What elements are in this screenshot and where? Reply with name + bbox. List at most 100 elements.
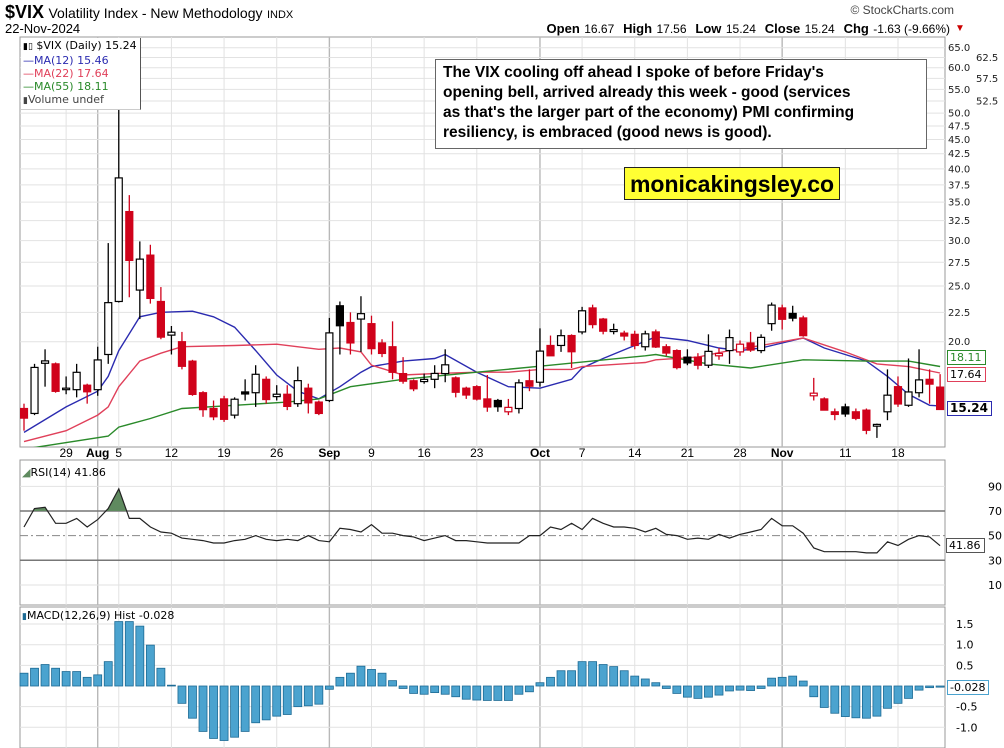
candlestick — [767, 302, 776, 331]
candle-body — [620, 332, 629, 337]
price-axis-label: 25.0 — [948, 282, 970, 293]
macd-histogram-bar — [598, 664, 608, 687]
candlestick — [693, 353, 703, 370]
macd-histogram-bar — [124, 621, 134, 687]
candlestick — [714, 348, 724, 360]
macd-histogram-bar — [830, 685, 840, 714]
x-tick-label: 21 — [681, 446, 695, 460]
candlestick — [799, 315, 808, 337]
candlestick — [472, 385, 481, 401]
candle-body — [325, 332, 334, 402]
macd-histogram-bar — [883, 685, 892, 709]
price-axis-label: 57.5 — [976, 74, 998, 85]
macd-histogram-bar — [546, 676, 555, 687]
candlestick — [146, 244, 155, 304]
x-tick-label: Nov — [771, 446, 794, 460]
candle-body — [862, 409, 871, 431]
candle-body — [756, 336, 766, 352]
x-tick-label: 5 — [115, 446, 122, 460]
candle-body — [451, 377, 460, 393]
candle-body — [230, 398, 239, 416]
candlestick — [672, 349, 681, 370]
candle-body — [672, 349, 681, 369]
candle-body — [872, 423, 882, 427]
price-axis-label: 27.5 — [948, 258, 970, 269]
legend-volume: ▮Volume undef — [23, 93, 137, 108]
macd-legend: ▮MACD(12,26,9) Hist -0.028 — [22, 609, 174, 624]
rsi-line — [23, 487, 941, 554]
candle-body — [114, 177, 123, 303]
candlestick — [556, 329, 566, 352]
candle-body — [156, 300, 165, 338]
macd-histogram-bar — [335, 676, 345, 687]
macd-histogram-bar — [314, 685, 324, 705]
candlestick — [125, 195, 134, 298]
macd-histogram-bar — [282, 685, 292, 715]
open-label: Open — [546, 21, 580, 36]
candle-body — [40, 360, 50, 364]
candlestick — [167, 325, 176, 355]
down-arrow-icon: ▼ — [955, 23, 965, 34]
macd-histogram-bar — [472, 685, 482, 701]
legend-ma22: —MA(22) 17.64 — [23, 67, 137, 80]
macd-histogram-bar — [219, 685, 229, 741]
macd-histogram-bar — [577, 661, 587, 687]
candle-body — [841, 406, 850, 415]
bar-chart-icon: ▮ — [23, 96, 28, 106]
candlestick — [367, 315, 376, 355]
candlestick — [756, 334, 766, 354]
candlestick — [377, 339, 387, 358]
candle-body — [546, 344, 555, 357]
candlestick — [683, 349, 692, 366]
candlestick — [904, 358, 913, 407]
x-tick-label: 12 — [165, 446, 179, 460]
candle-body — [314, 401, 323, 415]
candlestick — [451, 376, 460, 398]
high-value: 17.56 — [656, 22, 687, 36]
macd-histogram-bar — [198, 685, 208, 732]
candlestick — [725, 329, 734, 364]
macd-histogram-bar — [303, 685, 313, 707]
last-price-tag: 15.24 — [947, 401, 992, 416]
legend-volume-text: Volume undef — [27, 93, 104, 106]
candlestick — [809, 377, 818, 401]
candle-body — [514, 382, 524, 410]
macd-histogram-bar — [514, 685, 524, 695]
price-axis-label: 50.0 — [948, 109, 970, 120]
candlestick — [462, 386, 471, 399]
macd-histogram-bar — [30, 667, 39, 687]
macd-histogram-bar — [356, 665, 366, 687]
candlestick — [188, 359, 197, 396]
macd-histogram-bar — [777, 676, 787, 687]
candlestick — [283, 385, 292, 411]
price-axis-label: 30.0 — [948, 236, 970, 247]
candle-body — [20, 407, 29, 419]
candlestick — [51, 362, 60, 393]
candle-body — [409, 380, 418, 390]
chart-date: 22-Nov-2024 — [5, 21, 81, 36]
candlestick — [293, 366, 302, 407]
price-axis-label: 35.0 — [948, 198, 970, 209]
candle-body — [809, 392, 818, 397]
macd-histogram-bar — [156, 667, 166, 687]
candlestick — [914, 349, 924, 398]
macd-histogram-bar — [619, 670, 629, 687]
low-value: 15.24 — [725, 22, 756, 36]
candlestick — [841, 403, 850, 417]
rsi-legend-text: RSI(14) 41.86 — [30, 466, 106, 479]
macd-histogram-bar — [114, 621, 124, 687]
macd-histogram-bar — [461, 685, 471, 700]
price-axis-label: 47.5 — [948, 121, 970, 132]
legend-ma12: —MA(12) 15.46 — [23, 54, 137, 67]
candle-body — [188, 360, 197, 396]
macd-histogram-bar — [640, 678, 650, 687]
macd-histogram-bar — [40, 664, 50, 687]
price-axis-label: 45.0 — [948, 135, 970, 146]
candlestick — [504, 398, 513, 416]
rsi-value-tag: 41.86 — [946, 538, 985, 553]
price-axis-label: 22.5 — [948, 308, 970, 319]
candlestick — [420, 373, 429, 384]
candle-body — [293, 380, 302, 405]
candle-body — [651, 331, 660, 348]
x-tick-label: 19 — [217, 446, 231, 460]
